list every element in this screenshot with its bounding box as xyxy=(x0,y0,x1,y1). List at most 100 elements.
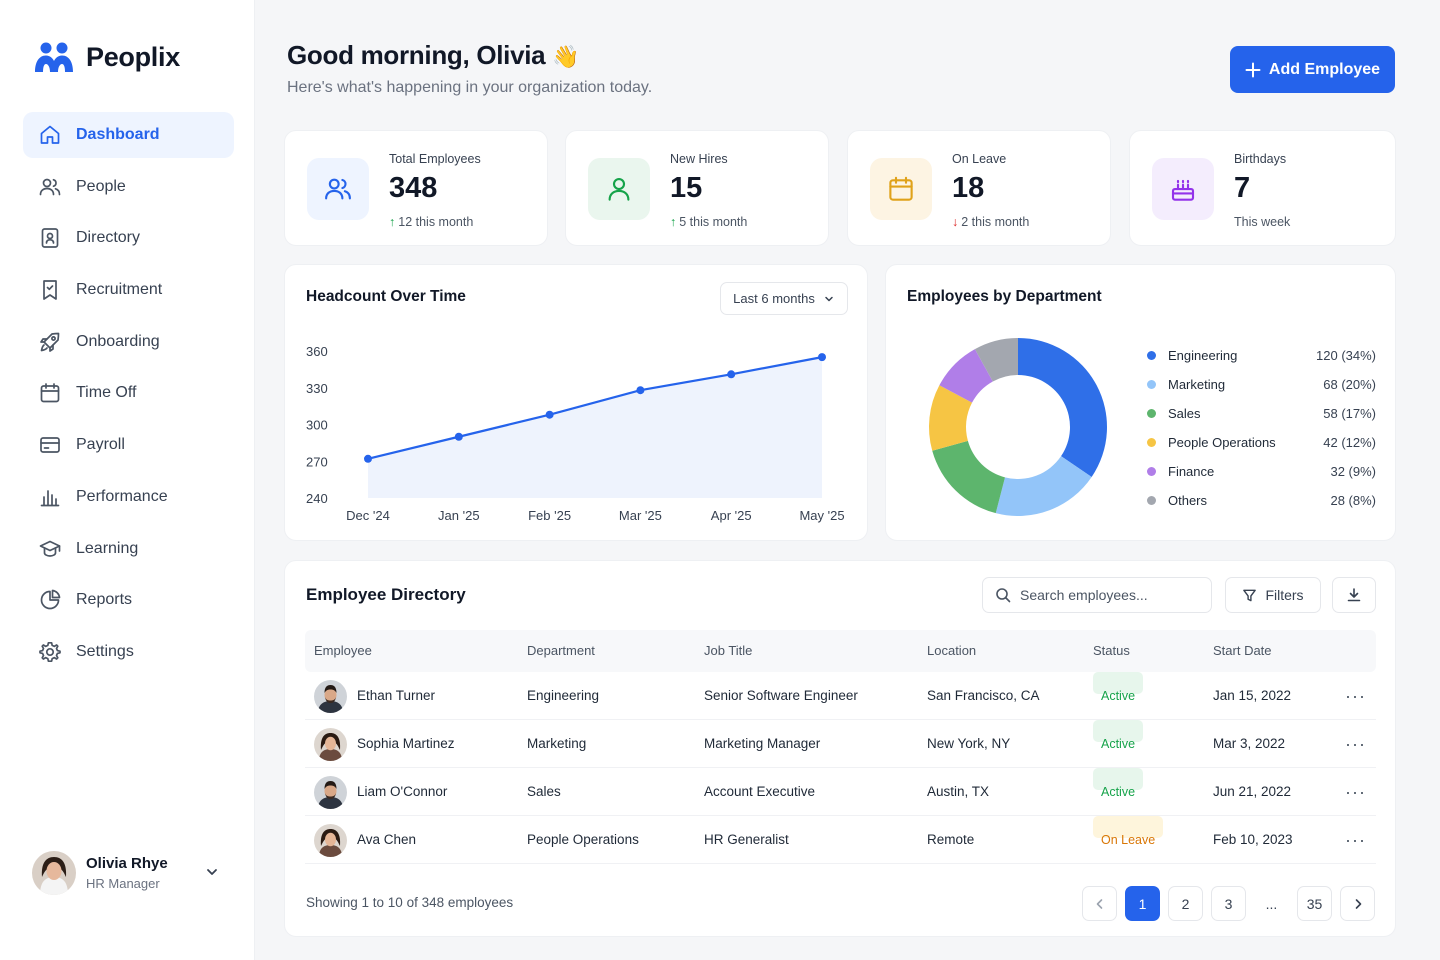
stat-delta-text: 12 this month xyxy=(398,215,474,229)
avatar xyxy=(314,727,347,761)
home-icon xyxy=(40,125,60,144)
legend-value: 120 (34%) xyxy=(1316,348,1376,363)
sidebar-item-label: Time Off xyxy=(76,384,137,402)
sidebar-item-reports[interactable]: Reports xyxy=(23,577,234,623)
filters-button[interactable]: Filters xyxy=(1225,577,1321,613)
employee-cell[interactable]: Ethan Turner xyxy=(314,672,435,720)
status-badge: Active xyxy=(1093,720,1144,751)
search-icon xyxy=(996,588,1011,603)
sidebar-nav: Dashboard People Directory Recruitment Onboa… xyxy=(23,112,234,681)
legend-item[interactable]: Others 28 (8%) xyxy=(1147,486,1376,515)
sidebar-item-dashboard[interactable]: Dashboard xyxy=(23,112,234,158)
sidebar-item-learning[interactable]: Learning xyxy=(23,526,234,572)
column-header-employee[interactable]: Employee xyxy=(314,643,372,658)
legend-item[interactable]: Engineering 120 (34%) xyxy=(1147,341,1376,370)
stat-icon-tile xyxy=(1152,158,1214,220)
table-row[interactable]: Ethan Turner Engineering Senior Software E… xyxy=(305,672,1376,720)
table-row[interactable]: Ava Chen People Operations HR Generalist Re… xyxy=(305,816,1376,864)
download-button[interactable] xyxy=(1332,577,1376,613)
sidebar-item-performance[interactable]: Performance xyxy=(23,474,234,520)
employee-cell[interactable]: Ava Chen xyxy=(314,816,416,864)
page-button[interactable]: 1 xyxy=(1125,886,1160,921)
sidebar-item-directory[interactable]: Directory xyxy=(23,215,234,261)
range-dropdown[interactable]: Last 6 months xyxy=(720,282,848,315)
department-legend: Engineering 120 (34%) Marketing 68 (20%) Sal… xyxy=(1147,341,1376,515)
plus-icon xyxy=(1245,62,1261,77)
user-profile[interactable]: Olivia Rhye HR Manager xyxy=(32,850,232,896)
department-title: Employees by Department xyxy=(907,288,1102,305)
legend-item[interactable]: Marketing 68 (20%) xyxy=(1147,370,1376,399)
donut-slice-engineering[interactable] xyxy=(1018,338,1107,477)
stat-delta: This week xyxy=(1234,215,1290,229)
gear-icon xyxy=(39,641,61,662)
column-header-start-date[interactable]: Start Date xyxy=(1213,643,1272,658)
column-header-location[interactable]: Location xyxy=(927,643,977,658)
more-options-icon[interactable]: ··· xyxy=(1345,782,1366,802)
data-point[interactable] xyxy=(727,370,736,379)
data-point[interactable] xyxy=(545,410,554,419)
column-header-status[interactable]: Status xyxy=(1093,643,1130,658)
data-point[interactable] xyxy=(636,386,645,395)
table-row[interactable]: Sophia Martinez Marketing Marketing Manage… xyxy=(305,720,1376,768)
x-tick-label: Apr '25 xyxy=(711,508,752,523)
legend-item[interactable]: People Operations 42 (12%) xyxy=(1147,428,1376,457)
add-employee-button[interactable]: Add Employee xyxy=(1230,46,1395,93)
sidebar-item-time-off[interactable]: Time Off xyxy=(23,370,234,416)
table-header: Employee Department Job Title Location Statu… xyxy=(305,630,1376,672)
x-tick-label: Jan '25 xyxy=(438,508,480,523)
donut-slice-sales[interactable] xyxy=(932,440,1005,514)
start-date-cell: Jun 21, 2022 xyxy=(1213,784,1292,799)
sidebar-item-onboarding[interactable]: Onboarding xyxy=(23,319,234,365)
sidebar-item-people[interactable]: People xyxy=(23,164,234,210)
donut-slice-people-operations[interactable] xyxy=(929,385,973,451)
more-options-icon[interactable]: ··· xyxy=(1345,734,1366,754)
legend-swatch xyxy=(1147,351,1156,360)
legend-swatch xyxy=(1147,380,1156,389)
stat-card-total-employees[interactable]: Total Employees 348 ↑ 12 this month xyxy=(284,130,548,246)
donut-slice-marketing[interactable] xyxy=(995,456,1092,516)
employee-cell[interactable]: Liam O'Connor xyxy=(314,768,447,816)
stat-card-birthdays[interactable]: Birthdays 7 This week xyxy=(1129,130,1396,246)
avatar xyxy=(314,679,347,713)
wave-emoji: 👋 xyxy=(552,44,580,69)
page-button[interactable]: 3 xyxy=(1211,886,1246,921)
data-point[interactable] xyxy=(364,454,372,463)
sidebar-item-settings[interactable]: Settings xyxy=(23,629,234,675)
legend-item[interactable]: Sales 58 (17%) xyxy=(1147,399,1376,428)
y-tick-label: 360 xyxy=(306,344,328,359)
job-title-cell: Senior Software Engineer xyxy=(704,688,858,703)
donut-slice-others[interactable] xyxy=(974,338,1018,382)
stat-card-new-hires[interactable]: New Hires 15 ↑ 5 this month xyxy=(565,130,829,246)
stat-card-on-leave[interactable]: On Leave 18 ↓ 2 this month xyxy=(847,130,1111,246)
employee-search[interactable] xyxy=(982,577,1212,613)
more-options-icon[interactable]: ··· xyxy=(1345,686,1366,706)
brand-logo[interactable]: Peoplix xyxy=(34,40,180,74)
chevron-down-icon[interactable] xyxy=(204,864,220,880)
more-options-icon[interactable]: ··· xyxy=(1345,830,1366,850)
filter-icon xyxy=(1243,589,1257,601)
sidebar-item-payroll[interactable]: Payroll xyxy=(23,422,234,468)
next-page-button[interactable] xyxy=(1340,886,1375,921)
legend-swatch xyxy=(1147,467,1156,476)
job-title-cell: Marketing Manager xyxy=(704,736,821,751)
page-button[interactable]: 2 xyxy=(1168,886,1203,921)
stat-label: Total Employees xyxy=(389,152,481,166)
status-badge: Active xyxy=(1093,672,1144,703)
search-input[interactable] xyxy=(1020,587,1200,603)
column-header-job-title[interactable]: Job Title xyxy=(704,643,753,658)
page-button[interactable]: 35 xyxy=(1297,886,1332,921)
data-point[interactable] xyxy=(454,432,463,441)
data-point[interactable] xyxy=(818,353,826,362)
column-header-department[interactable]: Department xyxy=(527,643,595,658)
sidebar-item-label: People xyxy=(76,177,126,195)
donut-slice-finance[interactable] xyxy=(939,349,993,403)
table-row[interactable]: Liam O'Connor Sales Account Executive Austi… xyxy=(305,768,1376,816)
legend-value: 32 (9%) xyxy=(1330,464,1376,479)
x-tick-label: Dec '24 xyxy=(346,508,390,523)
pagination: 1 2 3... 35 xyxy=(1082,886,1375,921)
legend-label: Sales xyxy=(1168,406,1201,421)
sidebar-item-recruitment[interactable]: Recruitment xyxy=(23,267,234,313)
prev-page-button[interactable] xyxy=(1082,886,1117,921)
employee-cell[interactable]: Sophia Martinez xyxy=(314,720,455,768)
legend-item[interactable]: Finance 32 (9%) xyxy=(1147,457,1376,486)
